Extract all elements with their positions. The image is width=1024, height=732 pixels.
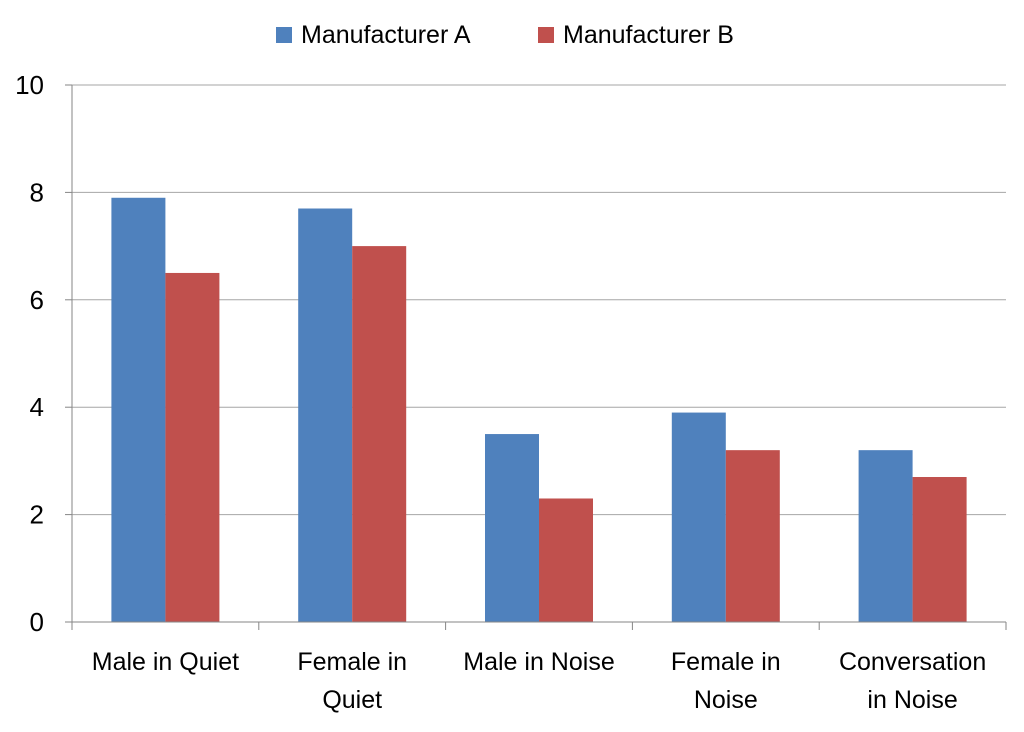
bar-a bbox=[671, 412, 726, 622]
bar-b bbox=[165, 272, 220, 622]
bar-b bbox=[352, 246, 407, 622]
y-axis-ticks: 0 2 4 6 8 10 bbox=[15, 70, 44, 637]
legend-swatch bbox=[276, 27, 292, 43]
bar-a bbox=[111, 197, 166, 622]
legend: Manufacturer A Manufacturer B bbox=[276, 21, 734, 49]
x-category-label: in Noise bbox=[867, 686, 957, 714]
x-category-label: Conversation bbox=[839, 648, 986, 676]
legend-label: Manufacturer A bbox=[301, 21, 471, 49]
bar-b bbox=[725, 450, 780, 622]
bar-b bbox=[912, 477, 967, 622]
x-category-label: Female in bbox=[297, 648, 407, 676]
axes bbox=[65, 84, 1007, 630]
legend-swatch bbox=[538, 27, 554, 43]
y-tick-label: 4 bbox=[30, 392, 44, 422]
y-tick-label: 8 bbox=[30, 177, 44, 207]
x-category-label: Female in bbox=[671, 648, 781, 676]
x-category-label: Quiet bbox=[322, 686, 382, 714]
bars bbox=[111, 197, 967, 622]
x-category-label: Noise bbox=[694, 686, 758, 714]
bar-a bbox=[858, 450, 913, 622]
y-tick-label: 10 bbox=[15, 70, 44, 100]
legend-label: Manufacturer B bbox=[563, 21, 734, 49]
gridlines bbox=[72, 84, 1006, 516]
bar-a bbox=[298, 208, 353, 622]
bar-b bbox=[539, 498, 593, 622]
y-tick-label: 6 bbox=[30, 285, 44, 315]
x-category-label: Male in Quiet bbox=[92, 648, 239, 676]
y-tick-label: 0 bbox=[30, 607, 44, 637]
y-tick-label: 2 bbox=[30, 500, 44, 530]
x-axis-labels: Male in Quiet Female in Quiet Male in Noise… bbox=[92, 648, 987, 714]
bar-a bbox=[485, 434, 539, 622]
x-category-label: Male in Noise bbox=[463, 648, 614, 676]
